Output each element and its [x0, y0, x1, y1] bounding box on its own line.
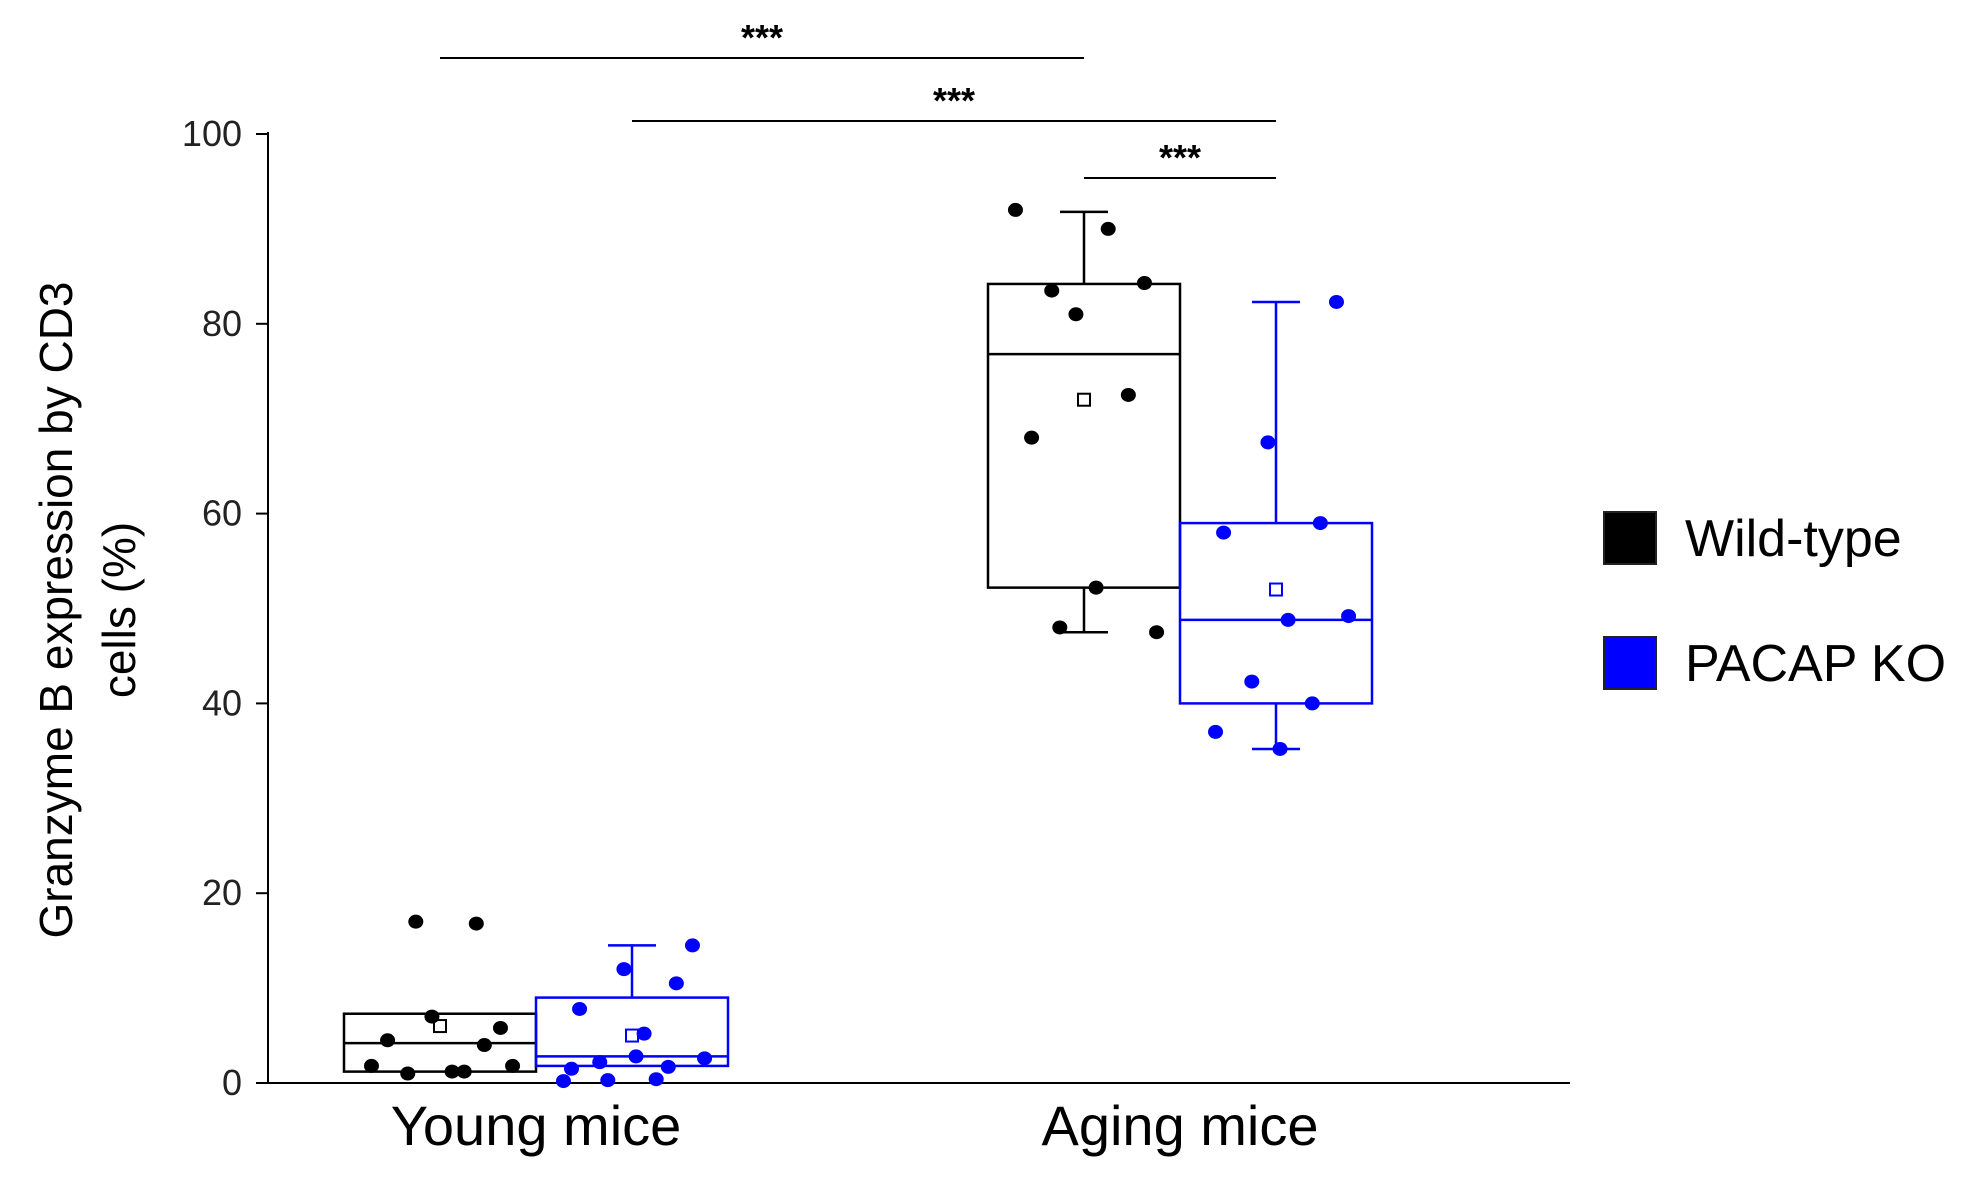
data-point	[1044, 283, 1060, 298]
data-point	[1280, 612, 1296, 627]
y-tick-label: 80	[202, 303, 242, 344]
data-point	[616, 962, 632, 977]
data-point	[1149, 625, 1165, 640]
box-iqr	[1178, 521, 1374, 705]
data-point	[1052, 620, 1068, 635]
box-iqr	[986, 282, 1182, 589]
data-point	[572, 1001, 588, 1016]
data-point	[1304, 696, 1320, 711]
significance-label: ***	[741, 17, 783, 58]
data-point	[1312, 516, 1328, 531]
box-group	[342, 210, 1374, 1073]
box-mean-marker	[625, 1028, 639, 1043]
data-point	[424, 1009, 440, 1024]
data-point	[600, 1073, 616, 1088]
data-point	[660, 1059, 676, 1074]
y-tick-label: 40	[202, 682, 242, 723]
legend-label: Wild-type	[1685, 510, 1902, 568]
data-point	[1341, 609, 1357, 624]
data-point	[668, 976, 684, 991]
data-point	[697, 1051, 713, 1066]
y-axis-title: Granzyme B expression by CD3	[30, 281, 82, 938]
data-point	[648, 1072, 664, 1087]
data-point	[363, 1058, 379, 1073]
box-mean-marker	[1077, 392, 1091, 407]
data-point	[408, 914, 424, 929]
box-mean-marker	[1269, 582, 1283, 597]
data-point	[1272, 741, 1288, 756]
legend-swatch	[1603, 511, 1657, 565]
legend-swatch	[1603, 636, 1657, 690]
data-point	[380, 1033, 396, 1048]
data-point	[684, 938, 700, 953]
data-point	[1024, 430, 1040, 445]
data-point	[1244, 674, 1260, 689]
data-point	[505, 1058, 521, 1073]
significance-brackets: *** *** ***	[440, 17, 1276, 179]
data-point	[1068, 307, 1084, 322]
data-points	[363, 202, 1357, 1089]
data-point	[400, 1066, 416, 1081]
data-point	[1120, 387, 1136, 402]
significance-label: ***	[1159, 137, 1201, 178]
data-point	[1007, 202, 1023, 217]
box-mean-marker	[433, 1019, 447, 1034]
data-point	[1328, 294, 1344, 309]
data-point	[492, 1020, 508, 1035]
data-point	[1136, 275, 1152, 290]
data-point	[444, 1064, 460, 1079]
axes: 0 20 40 60 80 100 Young mice Aging mice	[182, 113, 1570, 1157]
legend: Wild-type PACAP KO	[1603, 510, 1946, 693]
data-point	[564, 1061, 580, 1076]
box-iqr	[534, 996, 730, 1068]
data-point	[592, 1055, 608, 1070]
y-tick-label: 60	[202, 493, 242, 534]
data-point	[628, 1049, 644, 1064]
y-tick-label: 0	[222, 1062, 242, 1103]
data-point	[1216, 525, 1232, 540]
data-point	[456, 1064, 472, 1079]
legend-label: PACAP KO	[1685, 635, 1946, 693]
data-point	[1208, 724, 1224, 739]
y-tick-label: 20	[202, 872, 242, 913]
data-point	[1100, 221, 1116, 236]
data-point	[468, 916, 484, 931]
y-tick-label: 100	[182, 113, 242, 154]
y-axis-title-line2: cells (%)	[93, 522, 145, 698]
data-point	[1088, 580, 1104, 595]
x-category-label: Young mice	[391, 1094, 682, 1157]
data-point	[1260, 435, 1276, 450]
x-category-label: Aging mice	[1041, 1094, 1318, 1157]
data-point	[476, 1038, 492, 1053]
significance-label: ***	[933, 80, 975, 121]
data-point	[636, 1026, 652, 1041]
data-point	[555, 1074, 571, 1089]
